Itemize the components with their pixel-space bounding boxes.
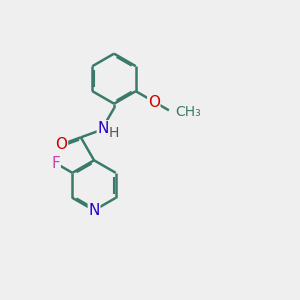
Text: O: O — [56, 137, 68, 152]
Text: N: N — [97, 121, 109, 136]
Text: CH₃: CH₃ — [175, 105, 200, 119]
Text: H: H — [109, 126, 119, 140]
Text: N: N — [88, 203, 100, 218]
Text: O: O — [148, 95, 160, 110]
Text: F: F — [51, 156, 60, 171]
